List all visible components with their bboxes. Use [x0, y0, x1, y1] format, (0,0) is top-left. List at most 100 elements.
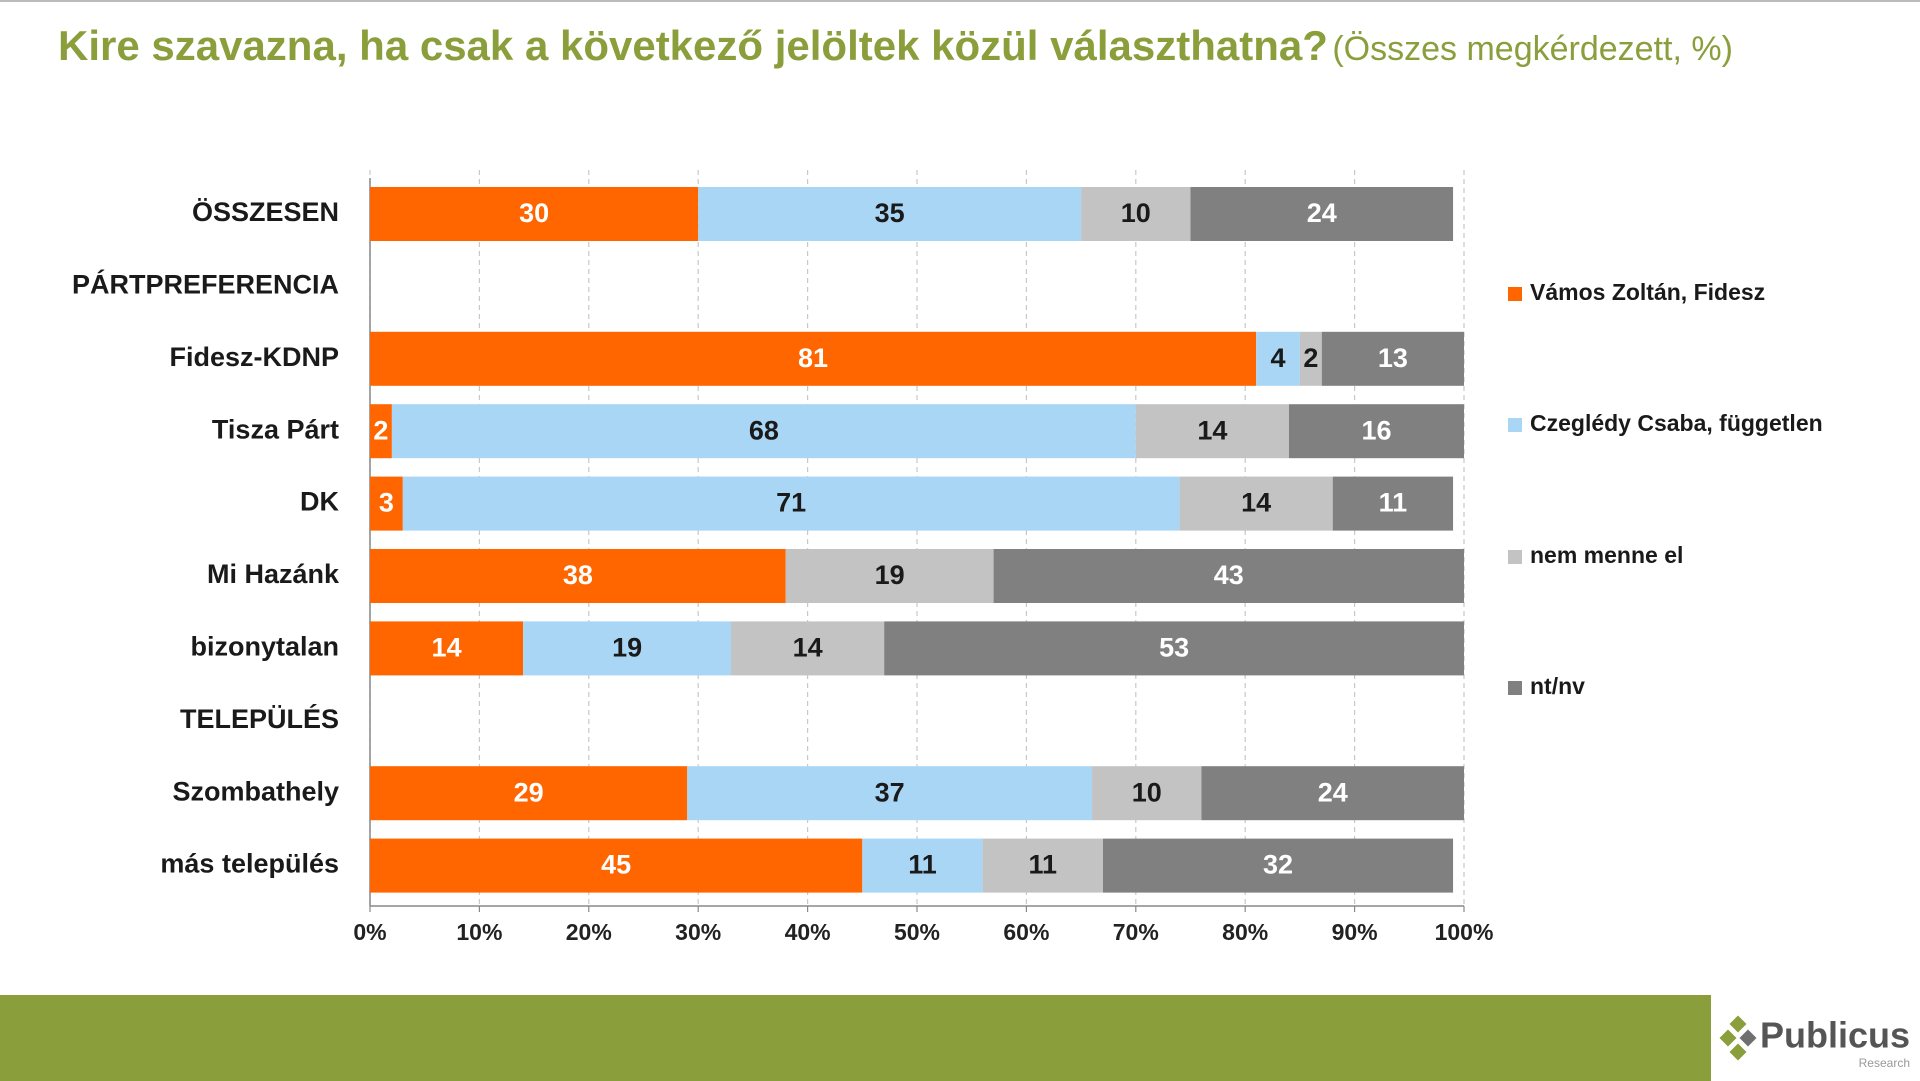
bar-segment [370, 331, 1257, 386]
data-label: 2 [1303, 343, 1318, 373]
x-tick-label: 0% [353, 919, 386, 945]
bar-segment [370, 404, 392, 459]
y-tick-label: bizonytalan [190, 632, 339, 662]
x-tick-label: 100% [1435, 919, 1494, 945]
bar-segment [698, 187, 1082, 241]
x-tick-label: 40% [785, 919, 831, 945]
legend-swatch [1508, 681, 1522, 695]
bar-segment [370, 476, 403, 531]
legend-label: nt/nv [1530, 673, 1585, 699]
bar-segment [1256, 331, 1300, 386]
data-label: 16 [1361, 415, 1391, 445]
data-label: 11 [908, 850, 937, 880]
bar-segment [1135, 404, 1289, 459]
x-tick-label: 50% [894, 919, 940, 945]
data-label: 37 [875, 777, 905, 807]
title-block: Kire szavazna, ha csak a következő jelöl… [58, 22, 1758, 80]
bar-segment [1179, 476, 1333, 531]
x-tick-label: 80% [1222, 919, 1268, 945]
data-label: 13 [1378, 343, 1408, 373]
data-label: 19 [612, 633, 642, 663]
bar-segment [982, 838, 1103, 893]
bar-segment [370, 766, 688, 821]
data-label: 19 [875, 560, 905, 590]
y-tick-label: DK [300, 487, 339, 517]
data-label: 4 [1271, 343, 1286, 373]
bar-segment [1299, 331, 1322, 386]
legend-label: Vámos Zoltán, Fidesz [1530, 279, 1765, 305]
legend-swatch [1508, 287, 1522, 301]
bar-segment [370, 187, 699, 241]
bar-segment [370, 838, 863, 893]
x-tick-label: 10% [456, 919, 502, 945]
data-label: 30 [519, 198, 549, 228]
data-label: 53 [1159, 633, 1189, 663]
legend-label: nem menne el [1530, 542, 1683, 568]
data-label: 11 [1029, 850, 1058, 880]
x-tick-label: 20% [566, 919, 612, 945]
y-tick-label: PÁRTPREFERENCIA [72, 269, 339, 300]
logo-tagline: Research [1859, 1056, 1910, 1070]
bar-segment [1321, 331, 1464, 386]
data-label: 10 [1132, 777, 1162, 807]
y-tick-label: Tisza Párt [212, 414, 339, 444]
data-label: 71 [776, 488, 806, 518]
data-label: 2 [373, 415, 388, 445]
bar-segment [370, 549, 786, 603]
bar-segment [523, 621, 732, 676]
bar-segment [884, 621, 1464, 676]
data-label: 14 [1197, 415, 1227, 445]
logo-brand: Publicus [1760, 1015, 1910, 1056]
bar-segment [687, 766, 1093, 821]
bar-segment [731, 621, 885, 676]
logo: Publicus Research [1719, 1015, 1910, 1070]
y-tick-label: Fidesz-KDNP [169, 342, 339, 372]
x-tick-label: 60% [1003, 919, 1049, 945]
bar-segment [862, 838, 983, 893]
data-label: 14 [432, 633, 462, 663]
data-label: 43 [1214, 560, 1244, 590]
footer-bar [0, 995, 1711, 1081]
data-label: 3 [379, 488, 394, 518]
data-label: 35 [875, 198, 905, 228]
data-label: 24 [1318, 777, 1348, 807]
bar-segment [1332, 476, 1454, 531]
data-label: 29 [514, 777, 544, 807]
bar-segment [370, 621, 524, 676]
data-label: 11 [1379, 488, 1408, 518]
bar-segment [993, 549, 1464, 603]
x-tick-label: 90% [1332, 919, 1378, 945]
bar-segment [1190, 187, 1454, 241]
data-label: 32 [1263, 850, 1293, 880]
bar-segment [1081, 187, 1191, 241]
bar-segment [402, 476, 1180, 531]
bar-segment [1102, 838, 1454, 893]
data-label: 68 [749, 415, 779, 445]
legend-label: Czeglédy Csaba, független [1530, 410, 1823, 436]
legend-swatch [1508, 418, 1522, 432]
legend-swatch [1508, 550, 1522, 564]
data-label: 10 [1121, 198, 1151, 228]
logo-icon [1719, 1015, 1757, 1061]
y-tick-label: ÖSSZESEN [192, 197, 339, 227]
data-label: 14 [793, 633, 823, 663]
chart-subtitle: (Összes megkérdezett, %) [1332, 30, 1733, 68]
y-tick-label: Szombathely [172, 776, 339, 806]
chart-title: Kire szavazna, ha csak a következő jelöl… [58, 22, 1328, 69]
bar-segment [785, 549, 994, 603]
data-label: 14 [1241, 488, 1271, 518]
data-label: 38 [563, 560, 593, 590]
data-label: 45 [601, 850, 631, 880]
bar-segment [391, 404, 1136, 459]
y-tick-label: Mi Hazánk [207, 559, 340, 589]
y-tick-label: más település [160, 849, 339, 879]
data-label: 81 [798, 343, 828, 373]
bar-segment [1288, 404, 1464, 459]
x-tick-label: 30% [675, 919, 721, 945]
data-label: 24 [1307, 198, 1337, 228]
bar-segment [1201, 766, 1464, 821]
x-tick-label: 70% [1113, 919, 1159, 945]
y-tick-label: TELEPÜLÉS [180, 703, 339, 734]
bar-segment [1092, 766, 1202, 821]
